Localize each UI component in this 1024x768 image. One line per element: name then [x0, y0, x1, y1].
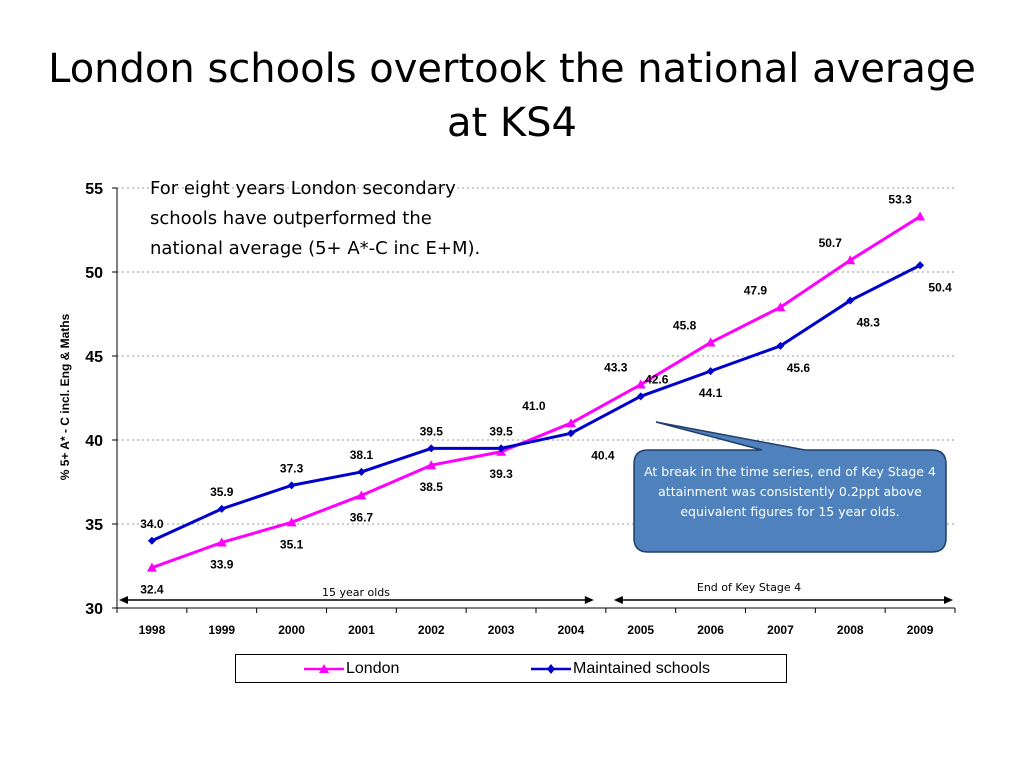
intro-text: For eight years London secondary schools… [150, 178, 481, 259]
data-label-london-2007: 47.9 [744, 283, 768, 297]
data-label-maintained-2007: 45.6 [787, 361, 811, 375]
data-point-maintained-2002 [427, 444, 436, 453]
period-label-15-year-olds: 15 year olds [322, 586, 390, 599]
data-label-maintained-2008: 48.3 [857, 316, 881, 330]
data-label-london-1999: 33.9 [210, 557, 234, 571]
data-point-london-2001 [356, 490, 367, 500]
y-tick-label-30: 30 [85, 601, 103, 618]
data-labels: 32.4 33.9 35.1 36.7 38.5 39.3 41.0 43.3 45.8 47.9… [140, 193, 952, 597]
data-point-london-2009 [915, 211, 926, 221]
x-tick-label-1998: 1998 [139, 623, 166, 637]
data-label-london-2008: 50.7 [819, 236, 843, 250]
data-label-london-2003: 39.3 [489, 467, 513, 481]
data-label-maintained-2003: 39.5 [489, 424, 513, 438]
data-point-london-1999 [216, 537, 227, 547]
data-label-maintained-1998: 34.0 [140, 517, 164, 531]
data-label-maintained-2000: 37.3 [280, 461, 304, 475]
x-tick-label-2007: 2007 [767, 623, 794, 637]
slide-title: London schools overtook the national ave… [48, 46, 976, 146]
series-lines [146, 211, 926, 572]
data-point-london-2005 [635, 379, 646, 389]
data-point-london-2007 [775, 302, 786, 312]
data-label-london-1998: 32.4 [140, 583, 164, 597]
data-point-maintained-2009 [916, 261, 925, 270]
period-arrow-key-stage-4-head-left [613, 596, 623, 604]
y-tick-label-35: 35 [85, 517, 103, 534]
period-label-key-stage-4: End of Key Stage 4 [697, 581, 801, 594]
data-label-london-2005: 43.3 [604, 361, 628, 375]
x-tick-label-2002: 2002 [418, 623, 445, 637]
data-point-london-2008 [845, 255, 856, 265]
x-tick-label-2000: 2000 [278, 623, 305, 637]
data-label-london-2002: 38.5 [420, 480, 444, 494]
data-label-maintained-2005: 42.6 [645, 372, 669, 386]
legend-swatch-london [304, 663, 344, 673]
data-point-maintained-1999 [217, 504, 226, 513]
data-label-maintained-2006: 44.1 [699, 386, 723, 400]
period-arrow-key-stage-4-head-right [944, 596, 953, 604]
data-label-london-2006: 45.8 [673, 319, 697, 333]
data-label-london-2001: 36.7 [350, 510, 374, 524]
legend-item-london: London [304, 655, 399, 682]
x-tick-label-2008: 2008 [837, 623, 864, 637]
chart-legend: London Maintained schools [235, 654, 787, 683]
data-point-maintained-2004 [566, 429, 575, 438]
data-point-maintained-1998 [147, 536, 156, 545]
y-axis-title: % 5+ A* - C incl. Eng & Maths [58, 313, 72, 480]
data-point-london-2002 [426, 460, 437, 470]
x-tick-label-1999: 1999 [208, 623, 235, 637]
y-tick-label-45: 45 [85, 349, 103, 366]
callout-text: At break in the time series, end of Key … [644, 464, 936, 519]
y-tick-label-50: 50 [85, 265, 103, 282]
period-annotations: 15 year olds End of Key Stage 4 [119, 581, 953, 604]
data-label-maintained-2001: 38.1 [350, 448, 374, 462]
legend-item-maintained: Maintained schools [531, 655, 710, 682]
data-point-london-1998 [146, 562, 157, 572]
data-label-london-2009: 53.3 [888, 193, 912, 207]
data-label-maintained-1999: 35.9 [210, 485, 234, 499]
y-tick-label-40: 40 [85, 433, 103, 450]
legend-label-maintained: Maintained schools [573, 659, 710, 677]
data-label-maintained-2002: 39.5 [420, 424, 444, 438]
x-tick-label-2003: 2003 [488, 623, 515, 637]
x-tick-label-2001: 2001 [348, 623, 375, 637]
axes: 30 35 40 45 50 55 1998 1999 2000 2001 2002 2003 2004… [85, 181, 956, 637]
data-point-maintained-2000 [287, 481, 296, 490]
x-tick-label-2005: 2005 [627, 623, 654, 637]
x-tick-label-2006: 2006 [697, 623, 724, 637]
data-label-london-2000: 35.1 [280, 537, 304, 551]
data-label-maintained-2004: 40.4 [591, 448, 615, 462]
x-tick-label-2009: 2009 [907, 623, 934, 637]
data-label-london-2004: 41.0 [522, 399, 546, 413]
data-point-maintained-2006 [706, 367, 715, 376]
data-point-london-2006 [705, 337, 716, 347]
data-point-maintained-2003 [497, 444, 506, 453]
legend-swatch-maintained [531, 663, 571, 674]
data-point-maintained-2007 [776, 341, 785, 350]
data-point-london-2000 [286, 517, 297, 527]
series-line-1 [151, 263, 921, 543]
period-arrow-15-year-olds-head-left [119, 596, 128, 604]
data-point-maintained-2001 [357, 467, 366, 476]
data-label-maintained-2009: 50.4 [928, 280, 952, 294]
series-line-0 [151, 215, 921, 570]
y-tick-label-55: 55 [85, 181, 103, 198]
data-point-maintained-2005 [636, 392, 645, 401]
x-tick-label-2004: 2004 [558, 623, 585, 637]
callout-box [633, 421, 947, 553]
data-point-london-2004 [565, 418, 576, 428]
period-arrow-15-year-olds-head-right [584, 596, 594, 604]
legend-label-london: London [346, 659, 400, 677]
data-point-maintained-2008 [846, 296, 855, 305]
